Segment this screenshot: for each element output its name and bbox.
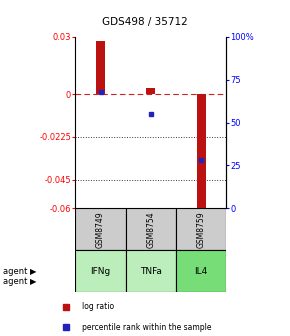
Text: agent ▶: agent ▶ (3, 267, 37, 276)
Text: percentile rank within the sample: percentile rank within the sample (82, 323, 211, 332)
Bar (146, 88, 155, 94)
Bar (75, 250, 126, 292)
Text: IL4: IL4 (194, 267, 208, 276)
Text: agent ▶: agent ▶ (3, 277, 37, 286)
Bar (75, 208, 126, 250)
Text: TNFa: TNFa (140, 267, 162, 276)
Bar (176, 208, 226, 250)
Text: log ratio: log ratio (82, 302, 114, 311)
Text: GSM8749: GSM8749 (96, 211, 105, 248)
Bar (126, 208, 176, 250)
Text: GSM8754: GSM8754 (146, 211, 155, 248)
Bar (176, 250, 226, 292)
Bar (126, 250, 176, 292)
Text: GSM8759: GSM8759 (197, 211, 206, 248)
Text: IFNg: IFNg (90, 267, 111, 276)
Bar (96, 41, 105, 94)
Bar (197, 94, 206, 212)
Text: GDS498 / 35712: GDS498 / 35712 (102, 17, 188, 27)
